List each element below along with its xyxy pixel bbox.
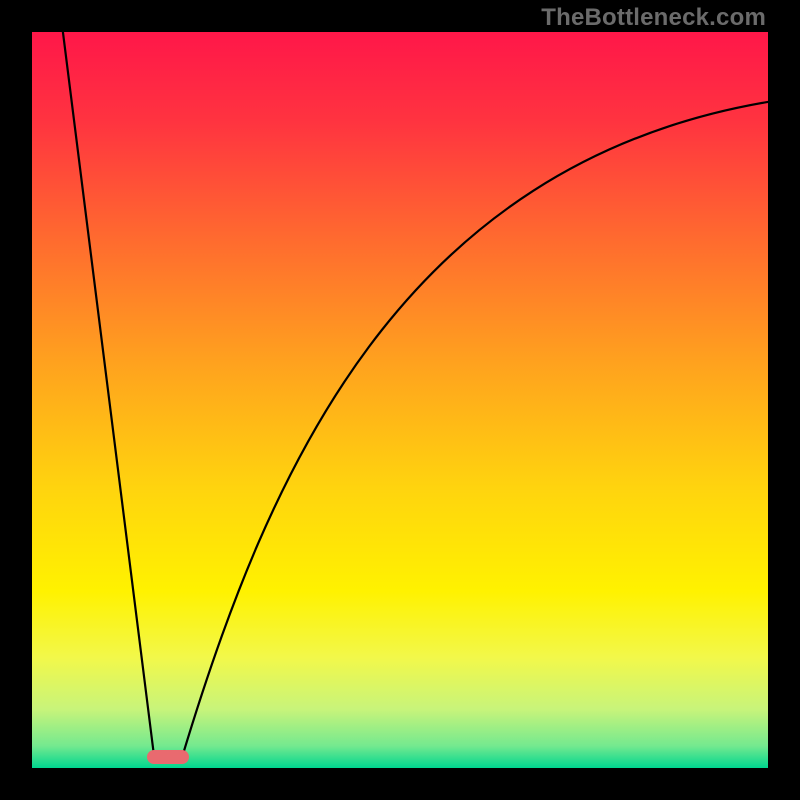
curve-path [63, 32, 768, 758]
minimum-marker [147, 750, 189, 764]
frame-left [0, 32, 32, 768]
bottleneck-curve [32, 32, 768, 768]
frame-bottom [0, 768, 800, 800]
watermark-text: TheBottleneck.com [541, 4, 766, 32]
frame-right [768, 32, 800, 768]
plot-area [32, 32, 768, 768]
